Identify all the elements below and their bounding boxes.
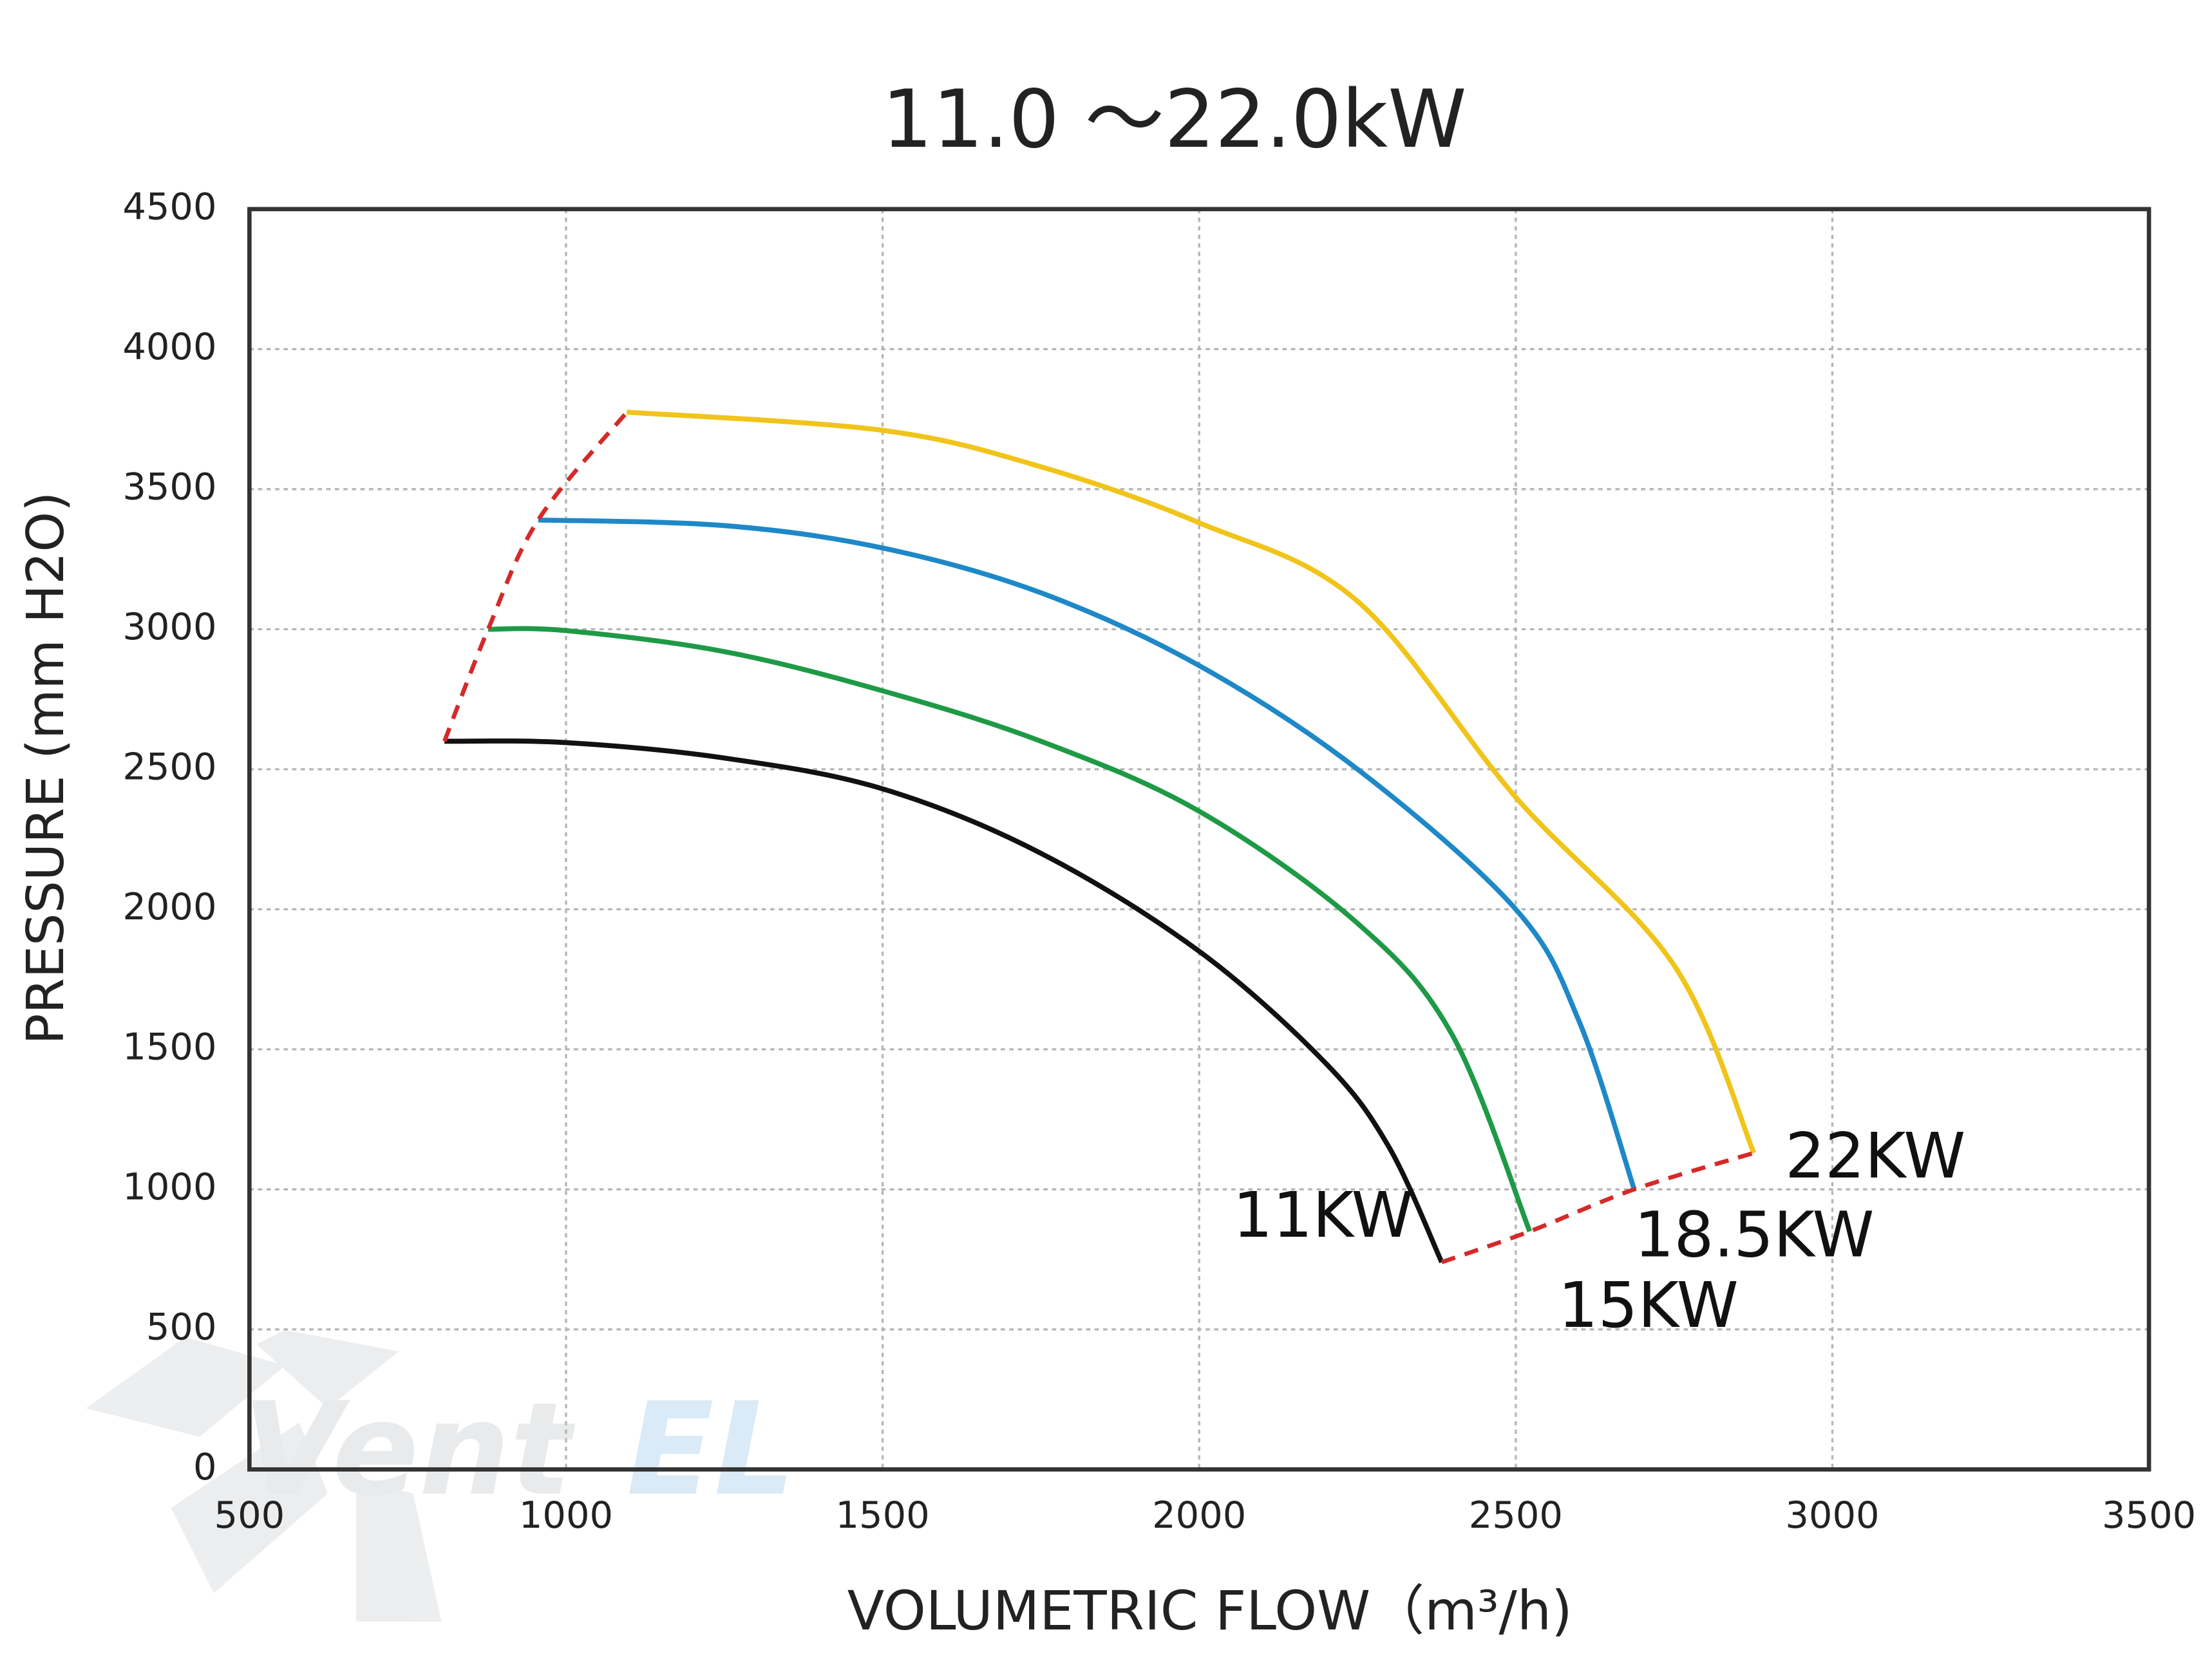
watermark-text: EL bbox=[627, 1374, 796, 1524]
series-label: 11KW bbox=[1233, 1179, 1413, 1252]
x-tick-label: 500 bbox=[214, 1494, 285, 1537]
y-tick-label: 4500 bbox=[122, 185, 216, 228]
y-tick-label: 3500 bbox=[122, 465, 216, 508]
y-tick-label: 1500 bbox=[122, 1026, 216, 1069]
x-tick-label: 3500 bbox=[2102, 1494, 2196, 1537]
series-line bbox=[487, 626, 1533, 1233]
series-label: 18.5KW bbox=[1634, 1199, 1875, 1271]
series-line bbox=[444, 738, 1444, 1264]
x-tick-label: 1000 bbox=[519, 1494, 613, 1537]
watermark: Vent EL bbox=[86, 1329, 796, 1622]
x-tick-label: 2500 bbox=[1469, 1494, 1563, 1537]
y-tick-label: 2000 bbox=[122, 885, 216, 928]
x-tick-label: 1500 bbox=[836, 1494, 930, 1537]
limit-line bbox=[1441, 1150, 1755, 1264]
x-tick-label: 2000 bbox=[1152, 1494, 1246, 1537]
y-axis-label: PRESSURE (mm H2O) bbox=[15, 492, 75, 1045]
series-label: 15KW bbox=[1558, 1269, 1739, 1342]
y-tick-label: 500 bbox=[146, 1306, 217, 1349]
limit-line bbox=[442, 411, 629, 742]
series-label: 22KW bbox=[1785, 1120, 1965, 1192]
x-tick-label: 3000 bbox=[1785, 1494, 1879, 1537]
plot-frame bbox=[247, 207, 2151, 1472]
y-tick-label: 1000 bbox=[122, 1165, 216, 1208]
series-line bbox=[627, 409, 1757, 1154]
watermark-text: Vent bbox=[242, 1374, 576, 1524]
y-tick-label: 2500 bbox=[122, 745, 216, 788]
chart-title: 11.0 ～22.0kW bbox=[882, 73, 1467, 166]
y-tick-label: 4000 bbox=[122, 325, 216, 368]
y-tick-label: 0 bbox=[193, 1445, 217, 1488]
x-axis-label: VOLUMETRIC FLOW（m³/h) bbox=[847, 1579, 1573, 1642]
series-line bbox=[538, 517, 1637, 1190]
y-tick-label: 3000 bbox=[122, 605, 216, 648]
